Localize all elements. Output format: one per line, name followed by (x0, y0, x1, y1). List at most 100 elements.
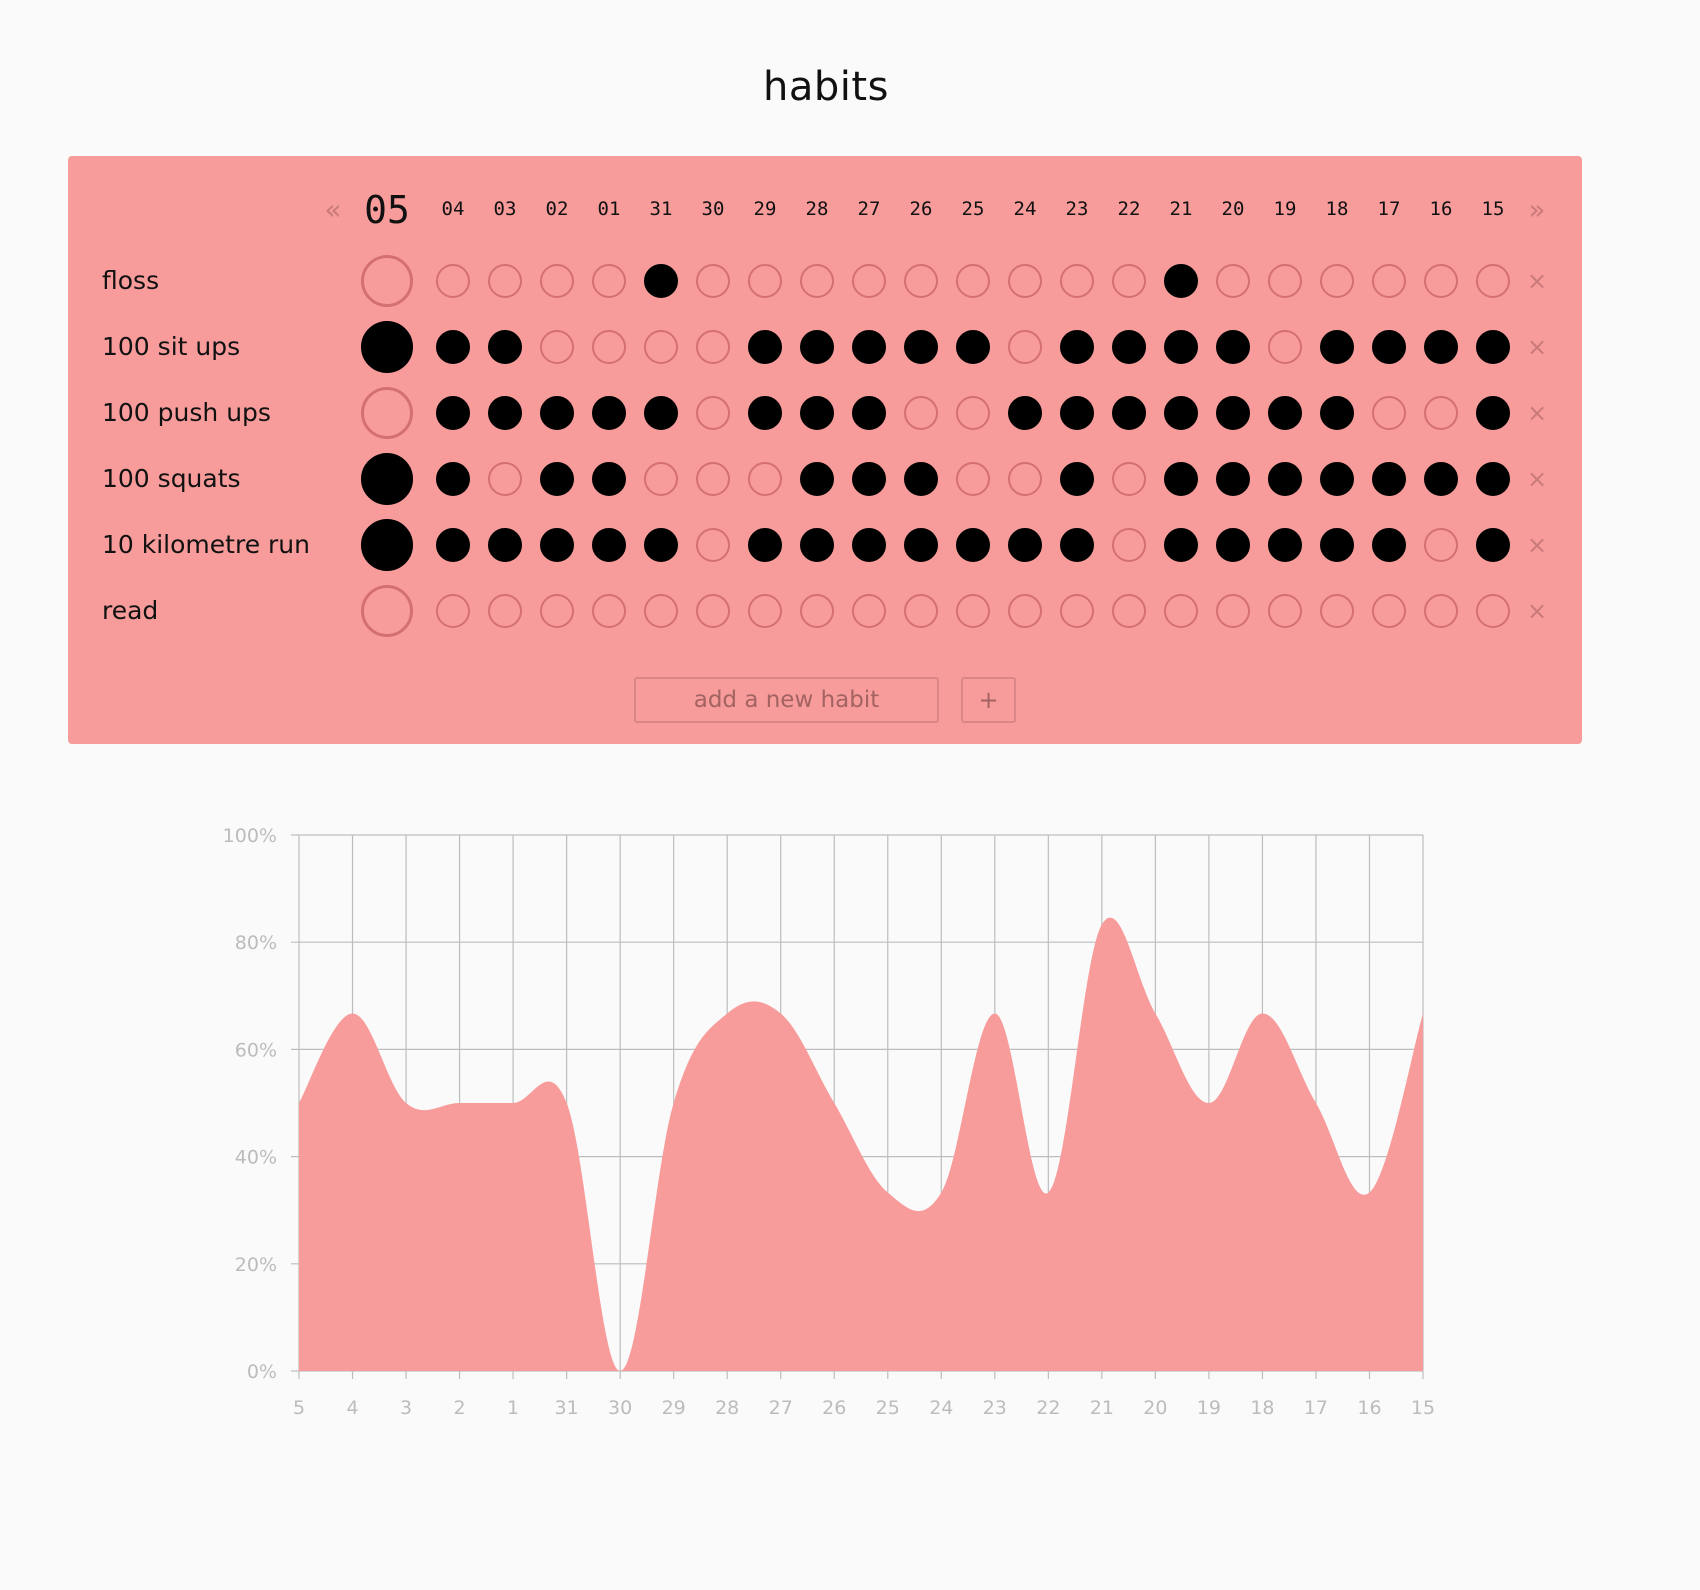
completed-day-dot[interactable] (436, 462, 470, 496)
completed-day-dot[interactable] (748, 330, 782, 364)
completed-day-dot[interactable] (436, 528, 470, 562)
empty-day-dot[interactable] (1112, 264, 1146, 298)
empty-day-dot[interactable] (488, 594, 522, 628)
empty-day-dot[interactable] (1424, 528, 1458, 562)
completed-day-dot[interactable] (956, 330, 990, 364)
remove-habit-icon[interactable]: × (1526, 597, 1548, 625)
remove-habit-icon[interactable]: × (1526, 465, 1548, 493)
empty-day-dot[interactable] (1268, 594, 1302, 628)
empty-day-dot[interactable] (1060, 264, 1094, 298)
empty-day-dot[interactable] (1424, 396, 1458, 430)
empty-day-dot[interactable] (361, 255, 413, 307)
empty-day-dot[interactable] (696, 396, 730, 430)
completed-day-dot[interactable] (1320, 330, 1354, 364)
completed-day-dot[interactable] (488, 396, 522, 430)
empty-day-dot[interactable] (361, 585, 413, 637)
empty-day-dot[interactable] (956, 462, 990, 496)
empty-day-dot[interactable] (644, 330, 678, 364)
completed-day-dot[interactable] (1164, 462, 1198, 496)
empty-day-dot[interactable] (1112, 528, 1146, 562)
completed-day-dot[interactable] (361, 519, 413, 571)
completed-day-dot[interactable] (1164, 330, 1198, 364)
empty-day-dot[interactable] (1476, 264, 1510, 298)
empty-day-dot[interactable] (1216, 594, 1250, 628)
completed-day-dot[interactable] (1008, 396, 1042, 430)
empty-day-dot[interactable] (488, 462, 522, 496)
completed-day-dot[interactable] (800, 330, 834, 364)
completed-day-dot[interactable] (748, 528, 782, 562)
completed-day-dot[interactable] (904, 528, 938, 562)
completed-day-dot[interactable] (904, 462, 938, 496)
empty-day-dot[interactable] (644, 462, 678, 496)
completed-day-dot[interactable] (852, 330, 886, 364)
prev-days-arrow[interactable]: « (324, 193, 342, 226)
remove-habit-icon[interactable]: × (1526, 267, 1548, 295)
completed-day-dot[interactable] (904, 330, 938, 364)
empty-day-dot[interactable] (644, 594, 678, 628)
empty-day-dot[interactable] (1268, 330, 1302, 364)
completed-day-dot[interactable] (1476, 396, 1510, 430)
empty-day-dot[interactable] (592, 594, 626, 628)
empty-day-dot[interactable] (540, 264, 574, 298)
empty-day-dot[interactable] (696, 330, 730, 364)
empty-day-dot[interactable] (748, 264, 782, 298)
remove-habit-icon[interactable]: × (1526, 399, 1548, 427)
completed-day-dot[interactable] (644, 396, 678, 430)
empty-day-dot[interactable] (1164, 594, 1198, 628)
completed-day-dot[interactable] (1008, 528, 1042, 562)
completed-day-dot[interactable] (436, 396, 470, 430)
empty-day-dot[interactable] (748, 594, 782, 628)
completed-day-dot[interactable] (1164, 528, 1198, 562)
empty-day-dot[interactable] (1372, 264, 1406, 298)
empty-day-dot[interactable] (1320, 264, 1354, 298)
empty-day-dot[interactable] (904, 264, 938, 298)
empty-day-dot[interactable] (904, 396, 938, 430)
completed-day-dot[interactable] (852, 528, 886, 562)
empty-day-dot[interactable] (1372, 396, 1406, 430)
completed-day-dot[interactable] (1476, 528, 1510, 562)
completed-day-dot[interactable] (488, 528, 522, 562)
add-habit-button[interactable]: + (961, 677, 1016, 723)
empty-day-dot[interactable] (1476, 594, 1510, 628)
empty-day-dot[interactable] (592, 264, 626, 298)
completed-day-dot[interactable] (361, 321, 413, 373)
completed-day-dot[interactable] (800, 528, 834, 562)
completed-day-dot[interactable] (644, 528, 678, 562)
completed-day-dot[interactable] (540, 528, 574, 562)
remove-habit-icon[interactable]: × (1526, 531, 1548, 559)
empty-day-dot[interactable] (1216, 264, 1250, 298)
empty-day-dot[interactable] (1424, 594, 1458, 628)
empty-day-dot[interactable] (956, 396, 990, 430)
empty-day-dot[interactable] (800, 264, 834, 298)
empty-day-dot[interactable] (540, 594, 574, 628)
completed-day-dot[interactable] (1268, 462, 1302, 496)
completed-day-dot[interactable] (644, 264, 678, 298)
completed-day-dot[interactable] (592, 528, 626, 562)
completed-day-dot[interactable] (800, 396, 834, 430)
empty-day-dot[interactable] (1008, 264, 1042, 298)
completed-day-dot[interactable] (852, 462, 886, 496)
completed-day-dot[interactable] (1320, 396, 1354, 430)
completed-day-dot[interactable] (852, 396, 886, 430)
new-habit-input[interactable] (634, 677, 939, 723)
empty-day-dot[interactable] (1112, 594, 1146, 628)
completed-day-dot[interactable] (1060, 528, 1094, 562)
empty-day-dot[interactable] (436, 264, 470, 298)
empty-day-dot[interactable] (956, 264, 990, 298)
completed-day-dot[interactable] (1268, 528, 1302, 562)
empty-day-dot[interactable] (696, 264, 730, 298)
completed-day-dot[interactable] (1320, 462, 1354, 496)
completed-day-dot[interactable] (1112, 330, 1146, 364)
completed-day-dot[interactable] (436, 330, 470, 364)
empty-day-dot[interactable] (540, 330, 574, 364)
completed-day-dot[interactable] (800, 462, 834, 496)
empty-day-dot[interactable] (800, 594, 834, 628)
empty-day-dot[interactable] (1060, 594, 1094, 628)
completed-day-dot[interactable] (540, 396, 574, 430)
completed-day-dot[interactable] (1372, 330, 1406, 364)
empty-day-dot[interactable] (696, 594, 730, 628)
completed-day-dot[interactable] (592, 462, 626, 496)
completed-day-dot[interactable] (1216, 462, 1250, 496)
completed-day-dot[interactable] (1216, 528, 1250, 562)
completed-day-dot[interactable] (361, 453, 413, 505)
